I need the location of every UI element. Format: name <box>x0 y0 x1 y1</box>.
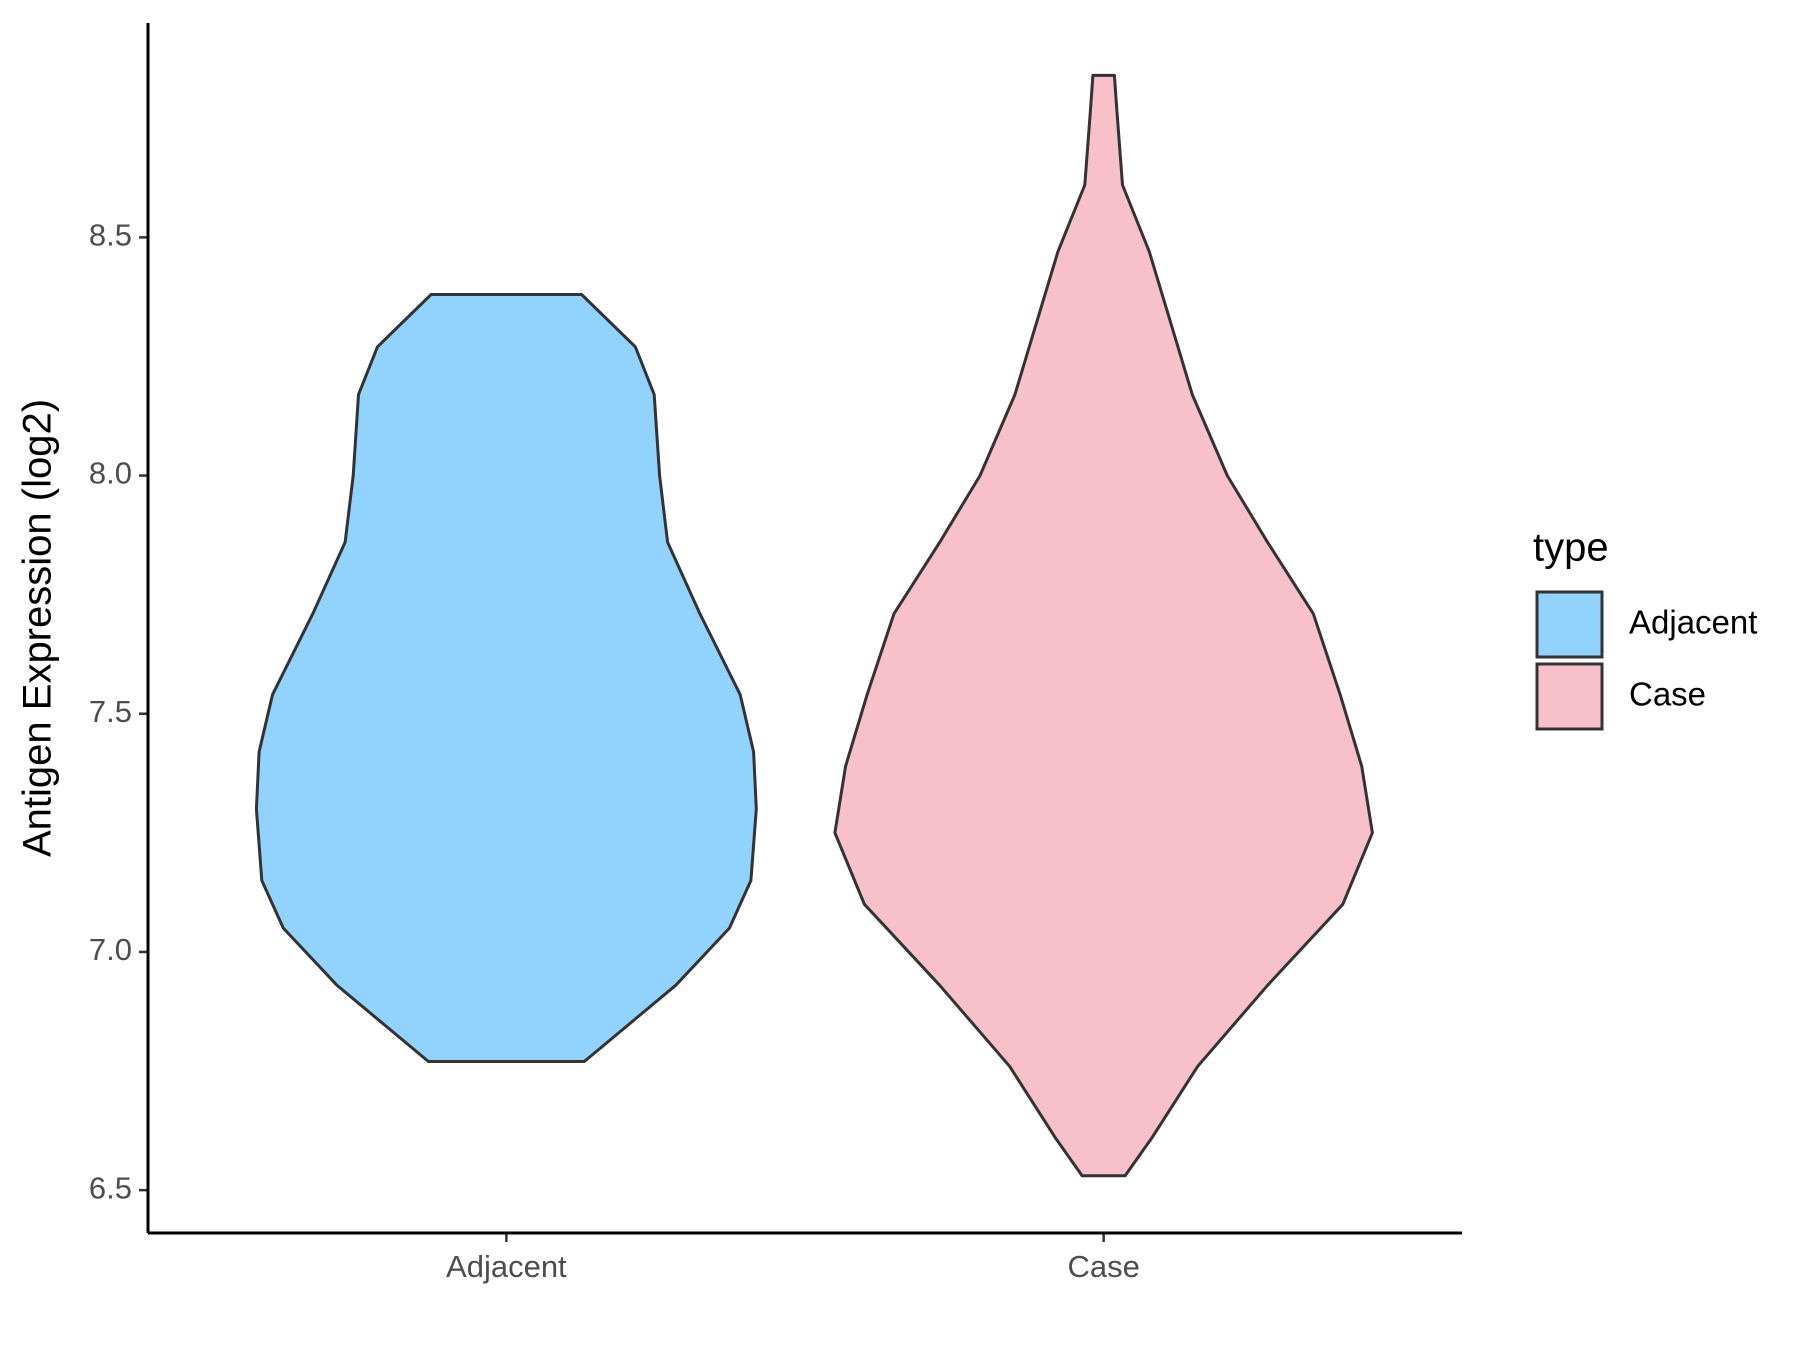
legend-label: Case <box>1629 676 1706 713</box>
x-tick-label: Case <box>1067 1249 1139 1284</box>
violin <box>833 73 1374 1178</box>
y-tick-label: 6.5 <box>89 1170 132 1205</box>
x-tick-label: Adjacent <box>446 1249 567 1284</box>
y-tick-label: 8.0 <box>89 456 132 491</box>
legend-key <box>1535 590 1604 659</box>
y-tick-label: 7.0 <box>89 932 132 967</box>
legend-label: Adjacent <box>1629 604 1757 641</box>
y-tick-label: 8.5 <box>89 218 132 253</box>
violin <box>254 293 758 1063</box>
y-axis-title: Antigen Expression (log2) <box>16 399 60 857</box>
legend-key <box>1535 662 1604 731</box>
legend-title: type <box>1533 526 1609 570</box>
y-tick-label: 7.5 <box>89 694 132 729</box>
